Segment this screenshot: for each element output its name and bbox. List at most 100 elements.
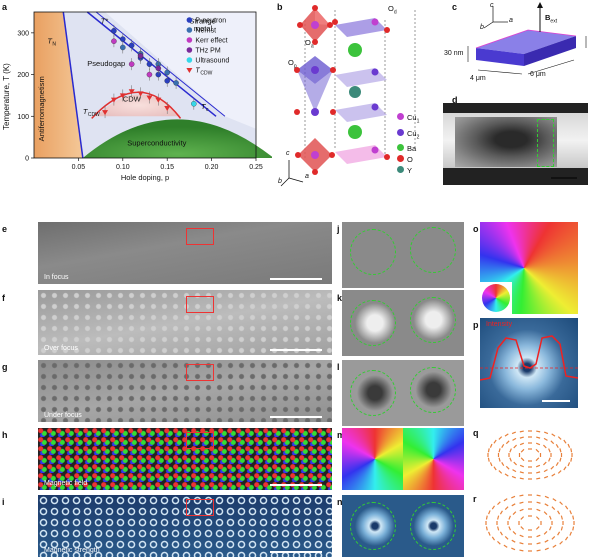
legend-o: O bbox=[397, 154, 419, 165]
spin-arrow bbox=[519, 477, 524, 480]
zoom-magnetic-field bbox=[342, 428, 464, 490]
crystal-structure bbox=[280, 5, 416, 187]
spin-arrow bbox=[543, 531, 548, 535]
spin-arrow bbox=[559, 448, 562, 453]
data-point-nernst bbox=[164, 69, 170, 76]
legend-marker bbox=[186, 27, 193, 33]
spin-arrow bbox=[519, 464, 525, 468]
spin-arrow bbox=[489, 443, 493, 448]
roi-box bbox=[186, 228, 214, 245]
data-point-p-neutron bbox=[164, 78, 170, 84]
spin-arrow bbox=[550, 440, 555, 445]
spin-arrow bbox=[551, 536, 556, 540]
spin-arrow bbox=[519, 542, 524, 545]
data-point-p-neutron bbox=[120, 36, 126, 42]
data-point-p-neutron bbox=[146, 61, 153, 67]
spin-arrow bbox=[536, 430, 541, 433]
spin-arrow bbox=[511, 539, 516, 543]
spin-arrow bbox=[512, 511, 517, 515]
legend-label: Ultrasound bbox=[195, 58, 229, 65]
strange-metal-label-2: metal bbox=[194, 24, 213, 33]
afm-label: Antiferromagnetism bbox=[37, 76, 46, 141]
spin-arrow bbox=[498, 457, 501, 462]
spin-arrow bbox=[544, 503, 549, 507]
spin-arrow bbox=[497, 526, 500, 531]
legend-cu1: Cu1 bbox=[397, 112, 419, 128]
spin-arrow bbox=[511, 495, 516, 499]
color-wheel-inset bbox=[480, 282, 512, 314]
panel-label-l: l bbox=[337, 362, 340, 372]
panel-label-c: c bbox=[452, 2, 458, 12]
spin-arrow bbox=[503, 498, 508, 502]
spin-arrow bbox=[520, 516, 525, 520]
spin-arrow bbox=[535, 516, 540, 520]
spin-arrow bbox=[567, 462, 571, 467]
data-point-tcdw bbox=[155, 97, 162, 103]
roi-box bbox=[186, 432, 214, 449]
sc-region bbox=[82, 119, 272, 158]
tn-label: T bbox=[47, 36, 53, 45]
legend-cu2: Cu2 bbox=[397, 128, 419, 144]
data-point-p-neutron bbox=[128, 42, 135, 49]
scale-bar bbox=[270, 484, 322, 486]
spin-arrow bbox=[559, 457, 562, 462]
data-point-tcdw bbox=[102, 110, 109, 116]
caption-in-focus: In focus bbox=[44, 274, 69, 281]
legend-label-sub: CDW bbox=[200, 71, 212, 77]
data-point-thz-pm bbox=[137, 53, 144, 59]
label-od: Od bbox=[388, 4, 397, 16]
panel-label-h: h bbox=[2, 430, 8, 440]
spin-arrow bbox=[501, 443, 505, 449]
x-tick-label: 0.20 bbox=[205, 164, 219, 171]
sample-image-d bbox=[443, 103, 588, 185]
tstar-label: T* bbox=[101, 17, 110, 26]
tem-in-focus: In focus bbox=[38, 222, 332, 284]
x-axis-label: Hole doping, p bbox=[121, 173, 169, 182]
thickness-label: 30 nm bbox=[444, 50, 464, 57]
spin-arrow bbox=[564, 505, 569, 510]
roi-box bbox=[186, 296, 214, 313]
panel-label-f: f bbox=[2, 293, 5, 303]
spin-arrow bbox=[549, 526, 552, 531]
sc-label: Superconductivity bbox=[127, 138, 186, 147]
tcdw-sub: CDW bbox=[88, 112, 100, 118]
legend-marker bbox=[186, 17, 193, 23]
spin-arrow bbox=[511, 503, 516, 507]
legend-label: THz PM bbox=[195, 48, 220, 55]
y-tick-label: 100 bbox=[17, 114, 29, 121]
spin-arrow bbox=[559, 501, 563, 506]
spin-arrow bbox=[505, 440, 510, 445]
panel-label-a: a bbox=[2, 2, 8, 12]
spin-arrow bbox=[520, 526, 525, 530]
spin-arrow bbox=[563, 439, 567, 444]
spin-arrow bbox=[557, 531, 561, 536]
tem-magnetic-field: Magnetic field bbox=[38, 428, 332, 490]
data-point-nernst bbox=[173, 80, 179, 86]
legend-label: P-neutron bbox=[195, 18, 226, 25]
legend-label: Nernst bbox=[195, 28, 216, 35]
spin-arrow bbox=[520, 448, 525, 453]
spin-arrow bbox=[513, 444, 517, 449]
spin-arrow bbox=[499, 531, 503, 536]
spin-arrow bbox=[552, 544, 557, 548]
spin-arrow bbox=[551, 433, 556, 437]
spin-arrow bbox=[497, 501, 501, 506]
panel-label-k: k bbox=[337, 293, 343, 303]
spin-arrow bbox=[493, 439, 497, 444]
zoom-under-focus bbox=[342, 360, 464, 426]
spin-arrow bbox=[543, 444, 547, 449]
spin-arrow bbox=[536, 542, 541, 545]
data-point-kerr-effect bbox=[146, 71, 153, 78]
spin-arrow bbox=[497, 515, 500, 520]
spin-arrow bbox=[499, 510, 503, 515]
spin-arrow bbox=[552, 498, 557, 502]
legend-ba: Ba bbox=[397, 143, 419, 154]
spin-arrow bbox=[544, 539, 549, 543]
spin-arrow bbox=[569, 531, 572, 536]
tc-label: T bbox=[201, 102, 207, 111]
spin-arrow bbox=[535, 442, 541, 446]
y-tick-label: 200 bbox=[17, 72, 29, 79]
cdw-label: CDW bbox=[123, 95, 142, 104]
strange-metal-label: Strange bbox=[189, 17, 215, 26]
data-point-nernst bbox=[120, 44, 126, 51]
